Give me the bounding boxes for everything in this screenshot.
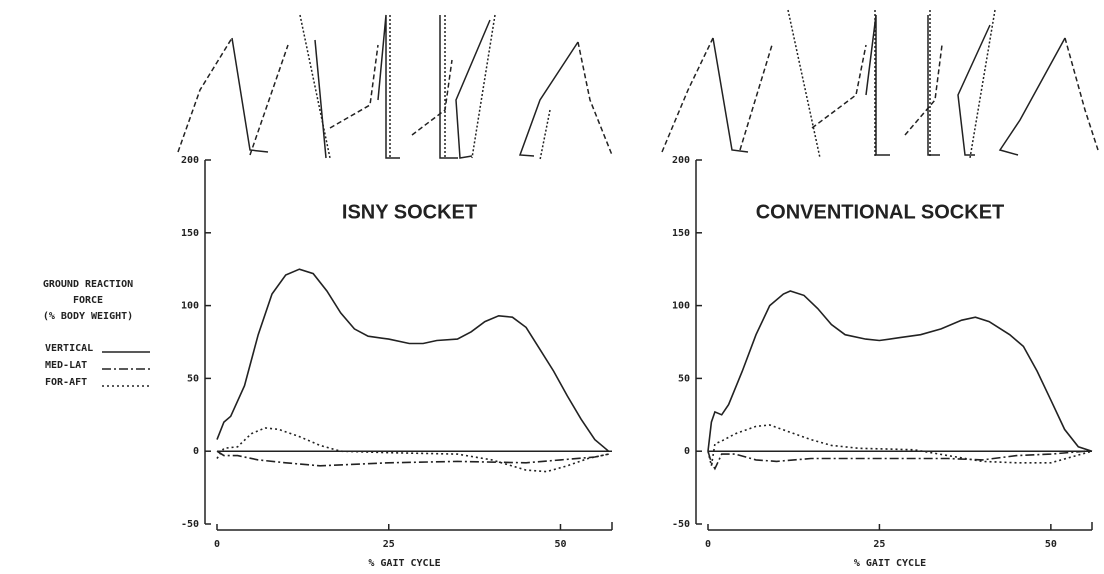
y-tick-label: 150: [672, 228, 690, 239]
series-line: [216, 427, 609, 473]
x-tick-label: 0: [705, 539, 711, 550]
y-tick-label: 50: [678, 373, 690, 384]
x-tick-label: 25: [383, 539, 395, 550]
series-line: [216, 450, 609, 467]
y-tick-label: 150: [181, 228, 199, 239]
series-line: [707, 450, 1086, 471]
series-line: [707, 424, 1093, 466]
y-tick-label: 100: [181, 301, 199, 312]
x-tick-label: 0: [214, 539, 220, 550]
legend-title: GROUND REACTION: [43, 279, 133, 290]
x-axis-label: % GAIT CYCLE: [368, 558, 440, 569]
chart-title: CONVENTIONAL SOCKET: [756, 201, 1005, 223]
legend-label: MED-LAT: [45, 360, 87, 371]
chart-title: ISNY SOCKET: [342, 201, 477, 223]
y-tick-label: -50: [181, 519, 199, 530]
legend-title: FORCE: [73, 295, 103, 306]
series-line: [216, 268, 610, 452]
y-tick-label: 100: [672, 301, 690, 312]
y-tick-label: -50: [672, 519, 690, 530]
y-tick-label: 200: [181, 155, 199, 166]
legend-label: VERTICAL: [45, 343, 93, 354]
x-axis-label: % GAIT CYCLE: [854, 558, 926, 569]
legend: GROUND REACTION FORCE (% BODY WEIGHT) VERTI…: [43, 279, 150, 388]
x-tick-label: 25: [873, 539, 885, 550]
y-tick-label: 50: [187, 373, 199, 384]
y-tick-label: 200: [672, 155, 690, 166]
stick-figures: [177, 9, 1099, 161]
x-tick-label: 50: [1045, 539, 1057, 550]
legend-label: FOR-AFT: [45, 377, 87, 388]
y-tick-label: 0: [684, 446, 690, 457]
y-tick-label: 0: [193, 446, 199, 457]
legend-title: (% BODY WEIGHT): [43, 311, 133, 322]
x-tick-label: 50: [554, 539, 566, 550]
series-line: [707, 290, 1093, 452]
